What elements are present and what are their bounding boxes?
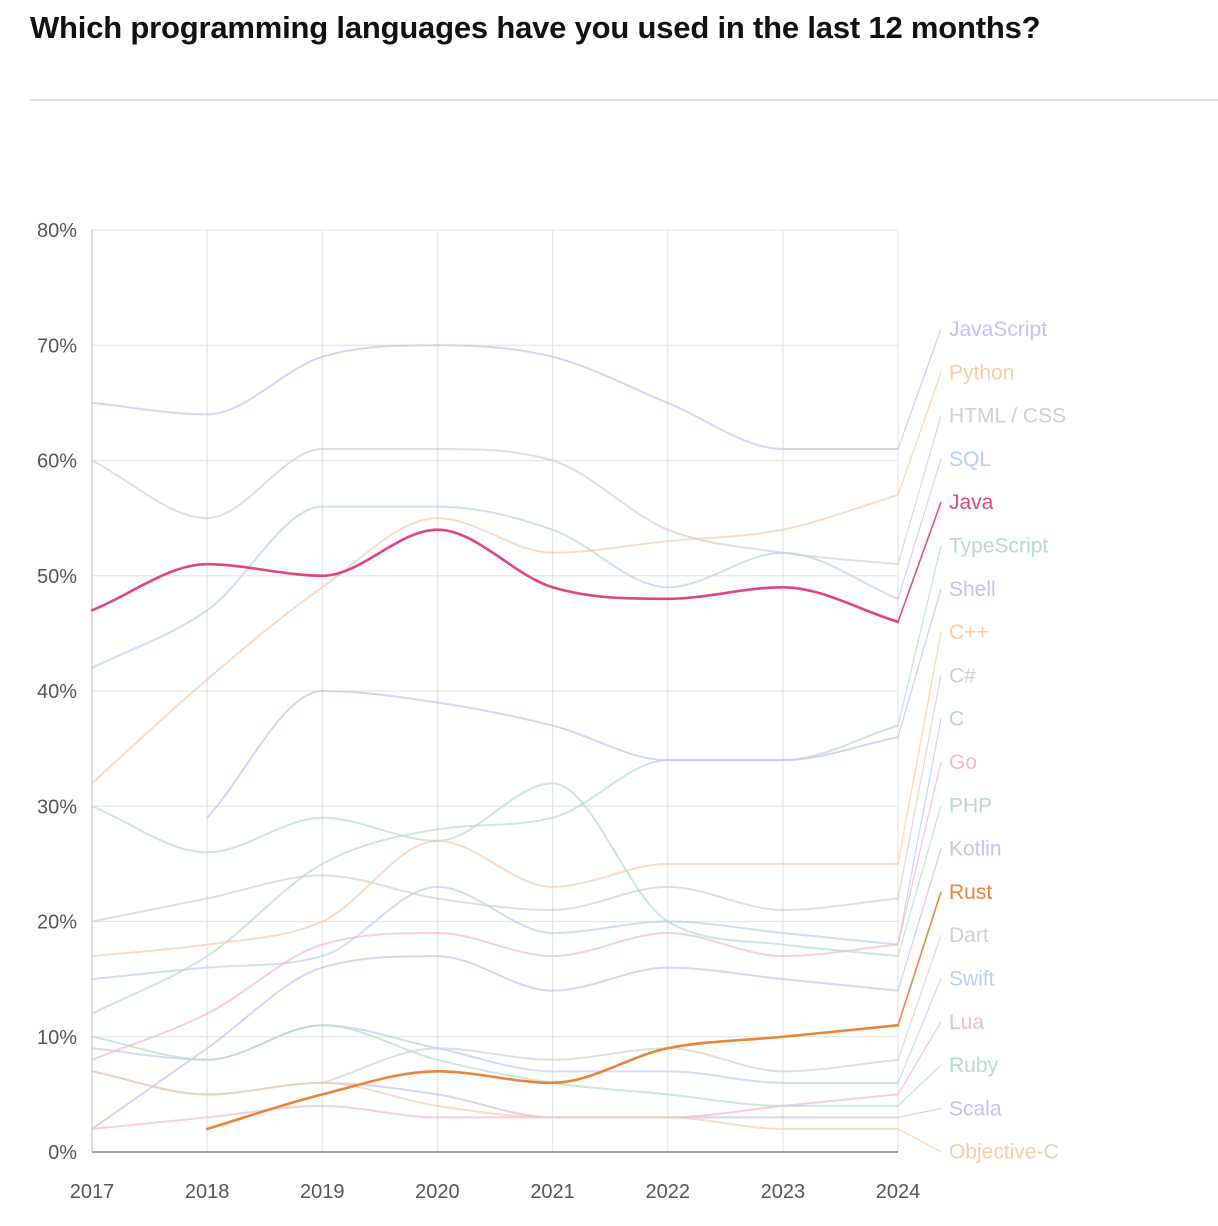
legend-connector-javascript bbox=[897, 328, 942, 450]
legend-label-java: Java bbox=[949, 491, 994, 514]
legend-connector-cpp bbox=[897, 631, 942, 864]
legend-label-cpp: C++ bbox=[949, 621, 989, 644]
series-line-ruby bbox=[91, 1024, 899, 1107]
y-tick-label: 40% bbox=[37, 681, 77, 703]
legend-connector-kotlin bbox=[897, 848, 942, 991]
legend-label-objective-c: Objective-C bbox=[949, 1141, 1059, 1164]
legend-connector-python bbox=[897, 372, 942, 496]
legend-connector-go bbox=[897, 761, 942, 945]
legend-label-c: C bbox=[949, 708, 964, 731]
x-tick-label: 2024 bbox=[876, 1181, 921, 1203]
legend-label-ruby: Ruby bbox=[949, 1054, 999, 1077]
legend-label-javascript: JavaScript bbox=[949, 318, 1047, 341]
series-line-csharp bbox=[91, 874, 899, 923]
legend-connector-lua bbox=[897, 1021, 942, 1095]
y-tick-label: 20% bbox=[37, 912, 77, 934]
series-line-html-css bbox=[91, 447, 899, 566]
legend-connector-sql bbox=[897, 458, 942, 599]
legend-connector-typescript bbox=[897, 545, 942, 726]
legend-connector-java bbox=[897, 501, 942, 623]
y-tick-label: 10% bbox=[37, 1027, 77, 1049]
legend-connector-ruby bbox=[897, 1064, 942, 1107]
x-tick-label: 2021 bbox=[530, 1181, 575, 1203]
series-line-lua bbox=[91, 1093, 899, 1130]
series-line-kotlin bbox=[91, 955, 899, 1130]
y-tick-label: 80% bbox=[37, 220, 77, 242]
legend-connectors bbox=[897, 328, 942, 1153]
legend-connector-objective-c bbox=[897, 1128, 942, 1153]
y-tick-label: 30% bbox=[37, 796, 77, 818]
chart-title: Which programming languages have you use… bbox=[30, 10, 1041, 45]
x-tick-label: 2023 bbox=[761, 1181, 806, 1203]
series-line-sql bbox=[91, 505, 899, 669]
series-line-go bbox=[91, 932, 899, 1061]
legend-label-rust: Rust bbox=[949, 881, 992, 904]
legend-label-swift: Swift bbox=[949, 968, 995, 991]
x-tick-label: 2020 bbox=[415, 1181, 460, 1203]
legend-label-dart: Dart bbox=[949, 924, 989, 947]
legend-label-python: Python bbox=[949, 361, 1014, 384]
legend-connector-scala bbox=[897, 1107, 942, 1119]
legend-label-php: PHP bbox=[949, 794, 992, 817]
series-line-typescript bbox=[91, 724, 899, 1015]
legend-connector-rust bbox=[897, 891, 942, 1026]
legend-connector-shell bbox=[897, 588, 942, 738]
y-tick-label: 50% bbox=[37, 566, 77, 588]
x-tick-label: 2017 bbox=[70, 1181, 115, 1203]
legend-connector-dart bbox=[897, 935, 942, 1060]
y-tick-label: 0% bbox=[48, 1142, 77, 1164]
legend-label-lua: Lua bbox=[949, 1011, 984, 1034]
chart-grid bbox=[91, 229, 899, 1153]
series-line-javascript bbox=[91, 344, 899, 450]
series-line-objective-c bbox=[91, 1070, 899, 1130]
legend-label-csharp: C# bbox=[949, 664, 976, 687]
series-line-dart bbox=[321, 1047, 899, 1084]
x-tick-label: 2019 bbox=[300, 1181, 345, 1203]
legend-connector-csharp bbox=[897, 675, 942, 899]
legend-connector-html-css bbox=[897, 415, 942, 565]
legend-label-html-css: HTML / CSS bbox=[949, 405, 1066, 428]
series-line-shell bbox=[206, 690, 899, 819]
series-line-php bbox=[91, 782, 899, 958]
series-line-c bbox=[91, 885, 899, 981]
series-lines bbox=[90, 344, 900, 1131]
y-tick-label: 70% bbox=[37, 335, 77, 357]
legend-label-sql: SQL bbox=[949, 448, 991, 471]
y-axis-ticks: 0% 10% 20% 30% 40% 50% 60% 70% 80% bbox=[37, 220, 77, 1164]
legend-label-go: Go bbox=[949, 751, 977, 774]
legend-label-scala: Scala bbox=[949, 1097, 1002, 1120]
series-line-python bbox=[91, 494, 899, 785]
x-axis-ticks: 2017 2018 2019 2020 2021 2022 2023 2024 bbox=[70, 1181, 921, 1203]
series-line-rust bbox=[205, 1023, 900, 1131]
legend: JavaScript Python HTML / CSS SQL Java TypeScr… bbox=[949, 318, 1066, 1164]
legend-connector-swift bbox=[897, 978, 942, 1084]
series-line-cpp bbox=[91, 839, 899, 958]
x-tick-label: 2018 bbox=[185, 1181, 230, 1203]
x-tick-label: 2022 bbox=[645, 1181, 690, 1203]
legend-label-typescript: TypeScript bbox=[949, 535, 1048, 558]
legend-connector-c bbox=[897, 718, 942, 945]
legend-connector-php bbox=[897, 805, 942, 957]
legend-label-shell: Shell bbox=[949, 578, 996, 601]
series-line-java bbox=[90, 528, 900, 624]
y-tick-label: 60% bbox=[37, 451, 77, 473]
legend-label-kotlin: Kotlin bbox=[949, 838, 1002, 861]
title-divider bbox=[30, 99, 1218, 101]
